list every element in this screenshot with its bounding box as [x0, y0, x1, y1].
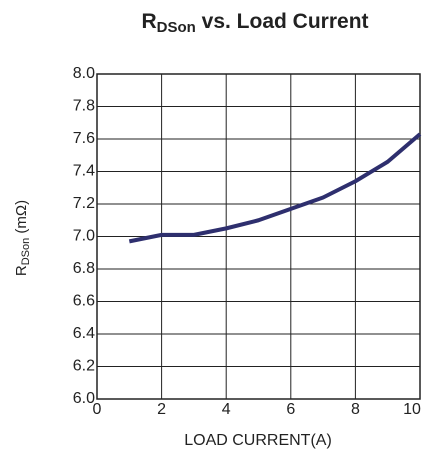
- x-tick-label: 0: [93, 401, 102, 418]
- x-axis-label: LOAD CURRENT(A): [184, 432, 332, 449]
- y-tick-label: 7.4: [73, 163, 95, 180]
- x-tick-label: 2: [157, 401, 166, 418]
- x-tick-label: 4: [222, 401, 231, 418]
- y-tick-label: 6.2: [73, 358, 95, 375]
- plot-frame: [96, 73, 421, 400]
- x-tick-label: 6: [286, 401, 295, 418]
- y-tick-label: 6.6: [73, 293, 95, 310]
- y-tick-label: 8.0: [73, 65, 95, 82]
- y-tick-label: 6.8: [73, 260, 95, 277]
- x-tick-label: 10: [403, 401, 421, 418]
- label-sub: DSon: [20, 238, 32, 266]
- y-tick-label: 7.2: [73, 195, 95, 212]
- label-part: R: [13, 265, 30, 276]
- title-part: vs. Load Current: [196, 10, 369, 33]
- data-line: [128, 132, 422, 244]
- y-tick-label: 7.8: [73, 98, 95, 115]
- label-part: (mΩ): [13, 200, 30, 238]
- y-tick-label: 7.6: [73, 130, 95, 147]
- y-tick-label: 6.4: [73, 325, 95, 342]
- title-sub: DSon: [157, 19, 196, 36]
- y-tick-label: 6.0: [73, 390, 95, 407]
- title-part: R: [141, 10, 156, 33]
- y-tick-label: 7.0: [73, 228, 95, 245]
- chart-title: RDSon vs. Load Current: [141, 10, 368, 36]
- x-tick-label: 8: [351, 401, 360, 418]
- y-axis-label: RDSon (mΩ): [13, 200, 32, 276]
